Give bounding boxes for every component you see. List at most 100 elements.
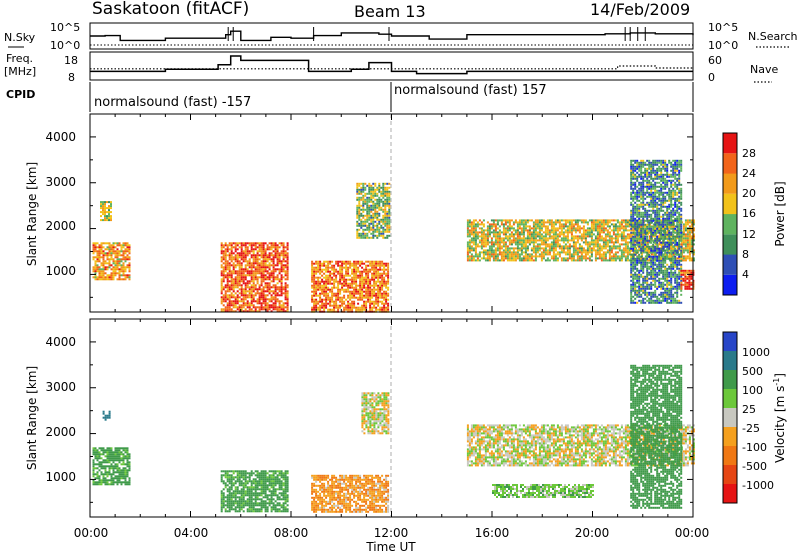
range-gate-cell (351, 281, 353, 283)
range-gate-cell (339, 279, 341, 281)
range-gate-cell (125, 252, 127, 254)
range-gate-cell (339, 275, 341, 277)
range-gate-cell (589, 251, 591, 253)
range-gate-cell (339, 289, 341, 291)
range-gate-cell (364, 225, 366, 227)
range-gate-cell (388, 217, 390, 219)
range-gate-cell (351, 283, 353, 285)
range-gate-cell (497, 223, 499, 225)
range-gate-cell (607, 249, 609, 251)
range-gate-cell (362, 189, 364, 191)
range-gate-cell (281, 286, 283, 288)
range-gate-cell (636, 252, 638, 254)
range-gate-cell (227, 284, 229, 286)
range-gate-cell (101, 256, 103, 258)
range-gate-cell (255, 292, 257, 294)
range-gate-cell (287, 302, 289, 304)
range-gate-cell (121, 248, 123, 250)
range-gate-cell (360, 191, 362, 193)
range-gate-cell (652, 204, 654, 206)
range-gate-cell (311, 291, 313, 293)
range-gate-cell (383, 291, 385, 293)
range-gate-cell (381, 263, 383, 265)
range-gate-cell (371, 273, 373, 275)
range-gate-cell (585, 231, 587, 233)
range-gate-cell (487, 231, 489, 233)
range-gate-cell (485, 233, 487, 235)
freq-tick-high: 18 (64, 54, 78, 67)
range-gate-cell (654, 172, 656, 174)
range-gate-cell (377, 261, 379, 263)
range-gate-cell (585, 241, 587, 243)
range-gate-cell (549, 251, 551, 253)
range-gate-cell (105, 262, 107, 264)
range-gate-cell (366, 205, 368, 207)
range-gate-cell (605, 233, 607, 235)
range-gate-cell (229, 270, 231, 272)
range-gate-cell (313, 309, 315, 311)
range-gate-cell (123, 264, 125, 266)
range-gate-cell (103, 266, 105, 268)
range-gate-cell (243, 260, 245, 262)
range-gate-cell (630, 210, 632, 212)
range-gate-cell (505, 251, 507, 253)
range-gate-cell (525, 225, 527, 227)
range-gate-cell (543, 237, 545, 239)
range-gate-cell (591, 225, 593, 227)
range-gate-cell (361, 307, 363, 309)
range-gate-cell (363, 309, 365, 311)
range-gate-cell (623, 237, 625, 239)
range-gate-cell (333, 267, 335, 269)
range-gate-cell (251, 308, 253, 310)
range-gate-cell (527, 235, 529, 237)
range-gate-cell (382, 205, 384, 207)
range-gate-cell (509, 243, 511, 245)
range-gate-cell (115, 250, 117, 252)
range-gate-cell (333, 287, 335, 289)
range-gate-cell (632, 274, 634, 276)
range-gate-cell (339, 277, 341, 279)
range-gate-cell (575, 253, 577, 255)
range-gate-cell (311, 261, 313, 263)
range-gate-cell (599, 229, 601, 231)
range-gate-cell (607, 235, 609, 237)
range-gate-cell (519, 257, 521, 259)
range-gate-cell (359, 279, 361, 281)
range-gate-cell (119, 278, 121, 280)
range-gate-cell (261, 308, 263, 310)
range-gate-cell (632, 254, 634, 256)
range-gate-cell (127, 246, 129, 248)
range-gate-cell (383, 271, 385, 273)
range-gate-cell (261, 264, 263, 266)
range-gate-cell (485, 245, 487, 247)
range-gate-cell (378, 229, 380, 231)
range-gate-cell (382, 233, 384, 235)
range-gate-cell (372, 187, 374, 189)
range-gate-cell (319, 285, 321, 287)
range-gate-cell (223, 304, 225, 306)
range-gate-cell (525, 245, 527, 247)
range-gate-cell (567, 249, 569, 251)
range-gate-cell (359, 299, 361, 301)
range-gate-cell (517, 241, 519, 243)
range-gate-cell (347, 285, 349, 287)
range-gate-cell (551, 219, 553, 221)
range-gate-cell (573, 229, 575, 231)
range-gate-cell (362, 229, 364, 231)
range-gate-cell (368, 225, 370, 227)
range-gate-cell (321, 275, 323, 277)
range-gate-cell (557, 235, 559, 237)
range-gate-cell (511, 259, 513, 261)
range-gate-cell (527, 219, 529, 221)
range-gate-cell (269, 266, 271, 268)
range-gate-cell (323, 263, 325, 265)
range-gate-cell (265, 274, 267, 276)
range-gate-cell (383, 303, 385, 305)
range-gate-cell (251, 294, 253, 296)
range-gate-cell (493, 243, 495, 245)
range-gate-cell (317, 267, 319, 269)
range-gate-cell (551, 223, 553, 225)
range-gate-cell (650, 248, 652, 250)
range-gate-cell (650, 200, 652, 202)
range-gate-cell (231, 300, 233, 302)
